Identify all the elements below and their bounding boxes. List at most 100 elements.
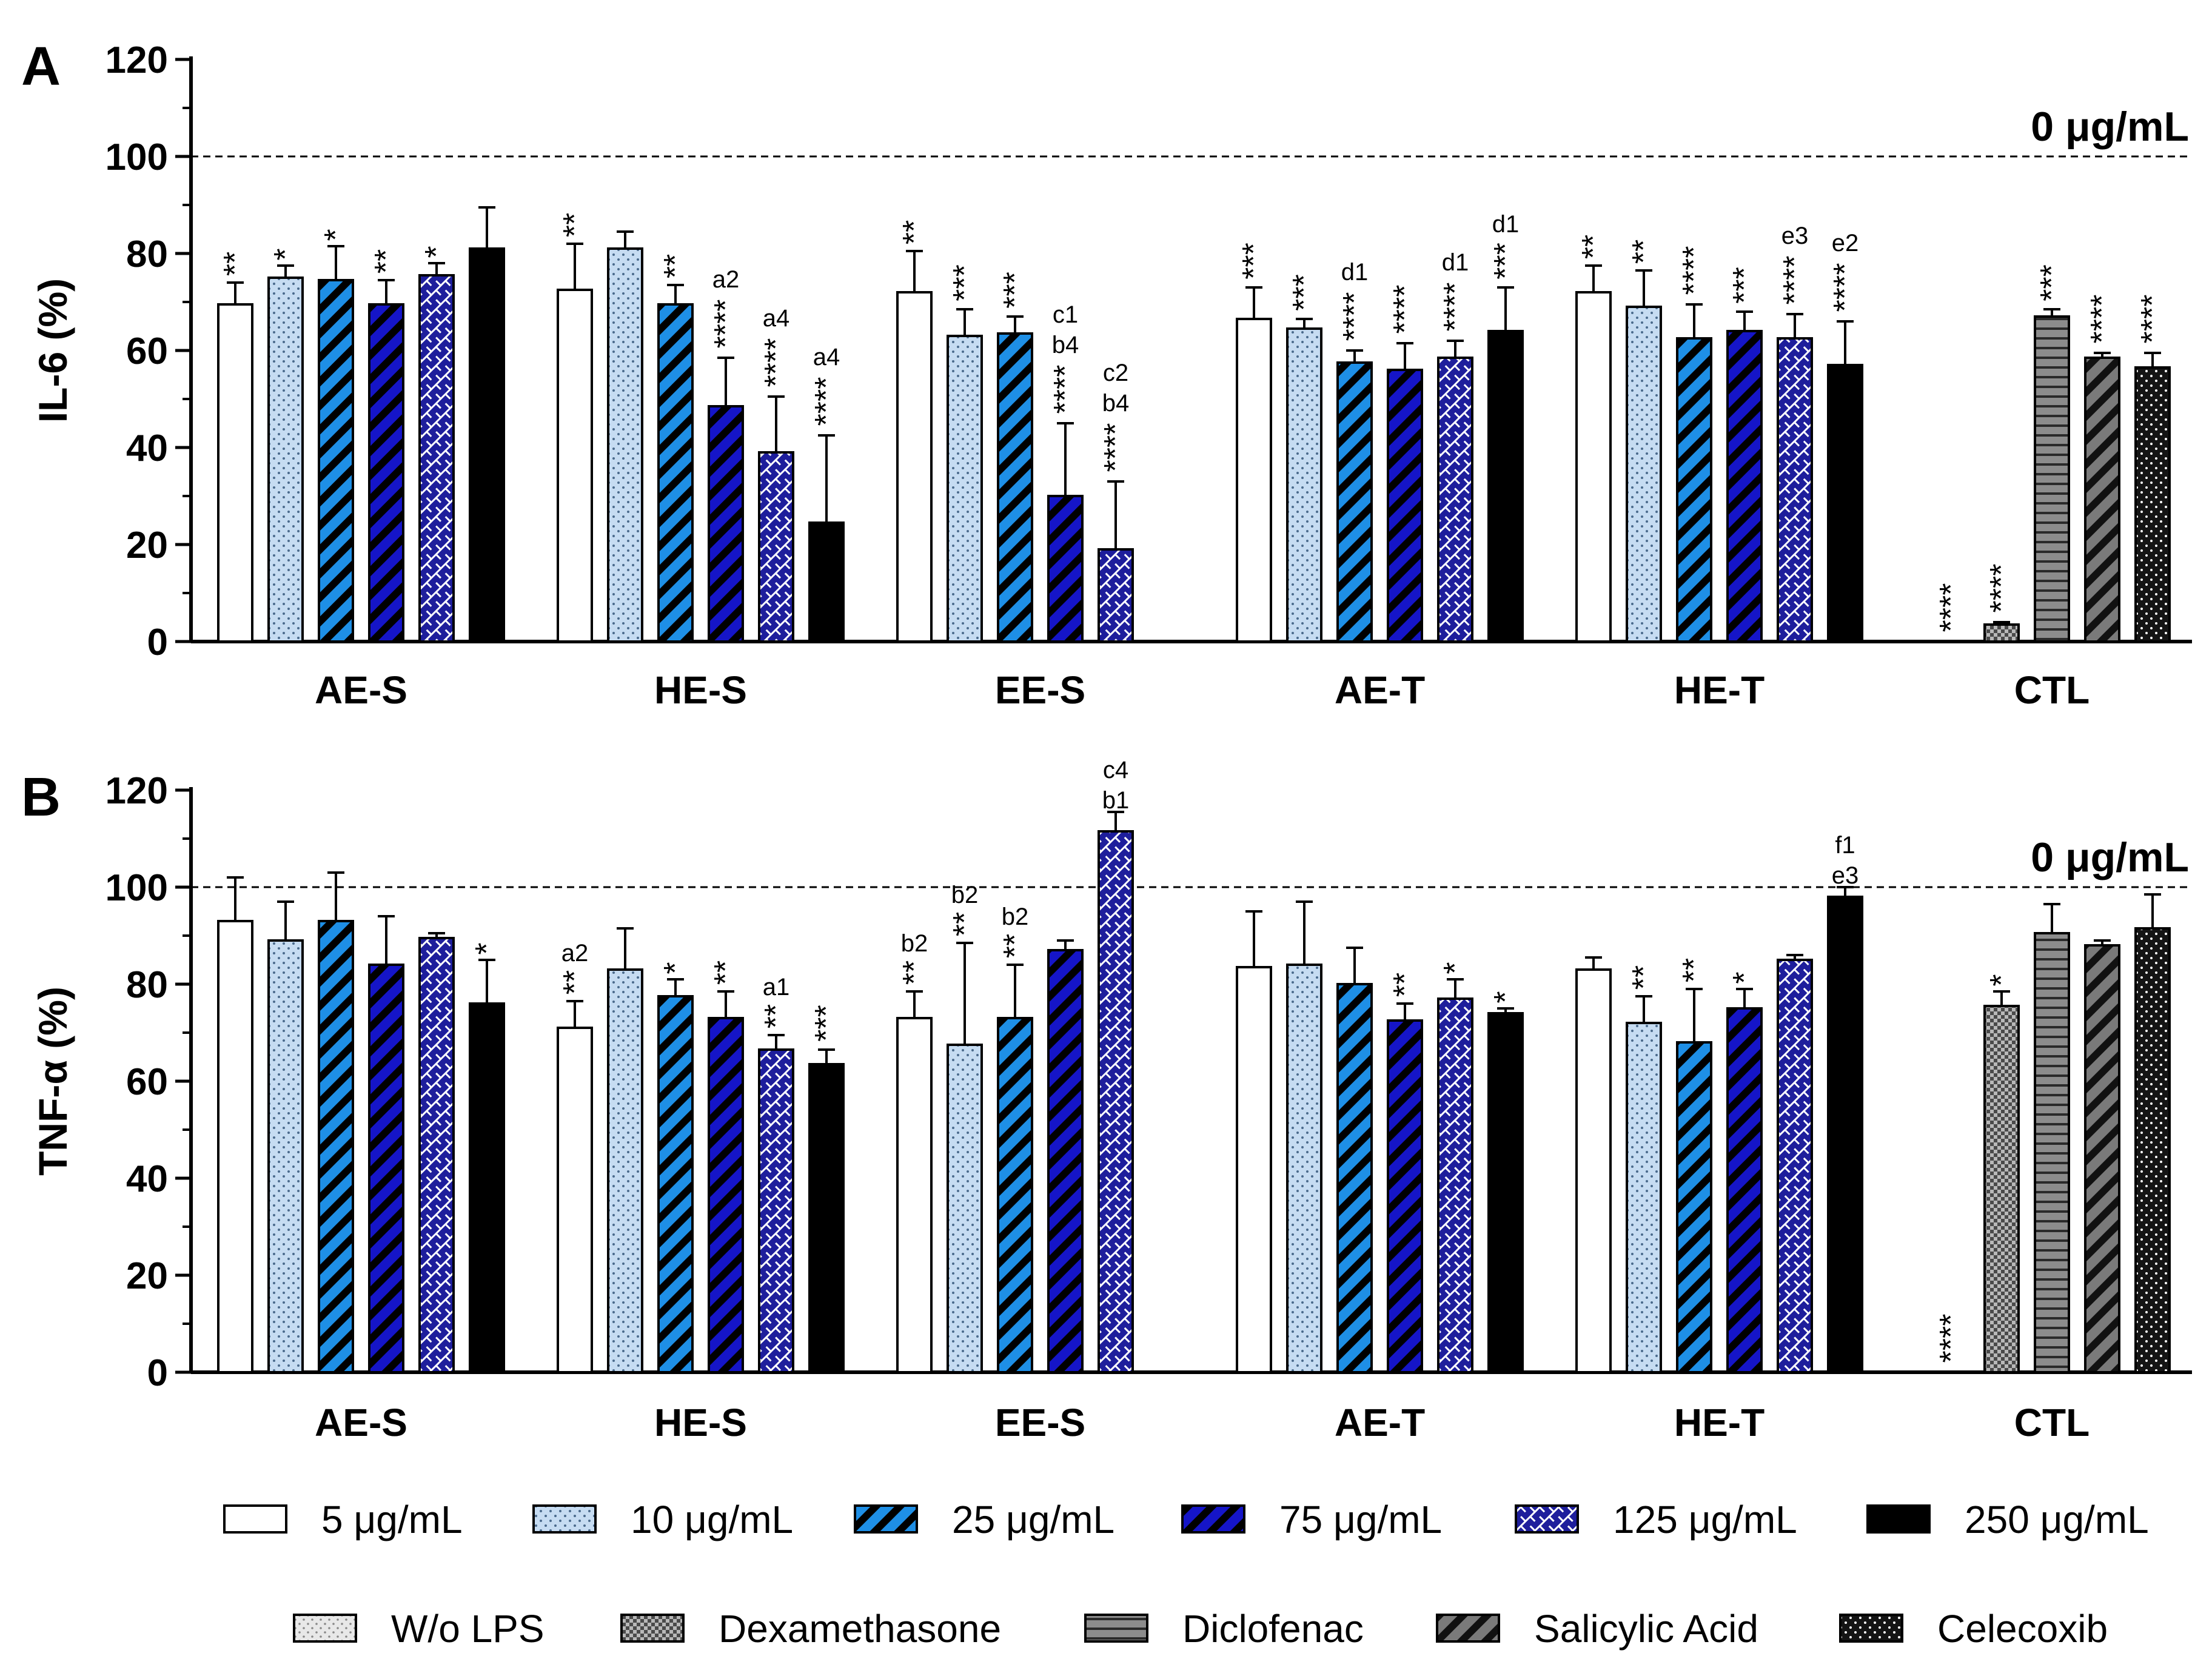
legend-swatch-celecoxib xyxy=(1839,1614,1903,1643)
legend-swatch-diclofenac xyxy=(1084,1614,1148,1643)
y-tick-label: 100 xyxy=(106,136,168,178)
bar-ae-s-75-ug-ml xyxy=(368,964,404,1373)
bar-ae-t-5-ug-ml xyxy=(1236,318,1272,643)
bar-he-s-25-ug-ml-significance-stars: ** xyxy=(658,254,693,278)
group-label-he-s: HE-S xyxy=(654,1401,747,1444)
bar-he-t-75-ug-ml xyxy=(1726,1007,1763,1373)
bar-he-t-25-ug-ml xyxy=(1676,337,1712,643)
y-tick-label: 120 xyxy=(106,770,168,812)
y-tick-label: 0 xyxy=(147,1352,168,1394)
bar-he-s-75-ug-ml-significance-stars: **** xyxy=(708,300,743,349)
bar-ae-t-250-ug-ml xyxy=(1487,1012,1524,1373)
bar-he-t-25-ug-ml-significance-stars: **** xyxy=(1677,246,1712,295)
legend-label-dexamethasone: Dexamethasone xyxy=(719,1607,1001,1651)
legend-label-25-ug-ml: 25 μg/mL xyxy=(952,1498,1114,1541)
bar-ee-s-125-ug-ml-significance-stars: **** xyxy=(1098,423,1133,472)
y-tick-label: 80 xyxy=(126,233,168,275)
bar-ctl-salicylic-acid xyxy=(2084,357,2120,643)
bar-ee-s-125-ug-ml-letter-annotation: b1 xyxy=(1102,787,1130,814)
bar-ctl-salicylic-acid xyxy=(2084,944,2120,1373)
bar-ctl-celecoxib xyxy=(2134,927,2171,1373)
bar-ae-t-250-ug-ml-significance-stars: *** xyxy=(1488,243,1523,280)
bar-ae-t-125-ug-ml xyxy=(1437,997,1473,1373)
legend-swatch-10-ug-ml xyxy=(532,1504,597,1534)
bar-ae-t-125-ug-ml xyxy=(1437,357,1473,643)
bar-he-t-5-ug-ml xyxy=(1575,968,1612,1373)
bar-ae-s-25-ug-ml xyxy=(318,920,354,1373)
bar-ae-s-5-ug-ml xyxy=(217,920,253,1373)
bar-ee-s-10-ug-ml-letter-annotation: b2 xyxy=(951,882,979,908)
bar-ctl-w-o-lps-significance-stars: **** xyxy=(1934,583,1969,632)
bar-ae-s-10-ug-ml-significance-stars: * xyxy=(268,248,303,260)
y-tick-label: 0 xyxy=(147,622,168,663)
bar-he-t-5-ug-ml-significance-stars: ** xyxy=(1576,235,1611,259)
reference-line-label: 0 μg/mL xyxy=(2031,104,2189,150)
bar-ae-t-25-ug-ml xyxy=(1336,983,1373,1373)
bar-ctl-dexamethasone xyxy=(1983,623,2020,643)
bar-he-s-250-ug-ml xyxy=(808,521,845,643)
bar-ee-s-5-ug-ml-significance-stars: ** xyxy=(897,961,932,985)
legend-label-celecoxib: Celecoxib xyxy=(1937,1607,2108,1651)
legend-swatch-dexamethasone xyxy=(620,1614,685,1643)
legend-label-250-ug-ml: 250 μg/mL xyxy=(1965,1498,2149,1541)
bar-he-t-250-ug-ml-letter-annotation: e3 xyxy=(1832,862,1859,889)
bar-ee-s-75-ug-ml-letter-annotation: c1 xyxy=(1053,301,1078,328)
panel-label-a: A xyxy=(21,36,61,97)
y-axis-label: IL-6 (%) xyxy=(30,278,75,423)
bar-he-t-10-ug-ml xyxy=(1626,306,1662,643)
y-tick-label: 40 xyxy=(126,427,168,469)
bar-he-s-5-ug-ml xyxy=(557,1027,593,1373)
bar-ee-s-125-ug-ml xyxy=(1098,830,1134,1373)
bar-he-s-10-ug-ml xyxy=(607,247,643,643)
bar-ae-t-250-ug-ml-letter-annotation: d1 xyxy=(1492,211,1520,238)
bar-he-t-10-ug-ml-significance-stars: ** xyxy=(1626,965,1661,990)
bar-ee-s-10-ug-ml-significance-stars: *** xyxy=(947,264,982,301)
bar-ae-t-25-ug-ml xyxy=(1336,361,1373,643)
bar-he-s-125-ug-ml-significance-stars: **** xyxy=(759,338,794,387)
y-tick-label: 100 xyxy=(106,867,168,909)
bar-ae-s-75-ug-ml-significance-stars: ** xyxy=(369,249,404,273)
bar-ae-t-5-ug-ml-significance-stars: *** xyxy=(1236,243,1272,280)
bar-ee-s-5-ug-ml xyxy=(896,1017,933,1373)
bar-he-s-125-ug-ml xyxy=(758,1048,794,1373)
bar-he-s-125-ug-ml-letter-annotation: a1 xyxy=(763,974,790,1001)
bar-ae-t-10-ug-ml xyxy=(1286,964,1322,1373)
bar-ae-s-25-ug-ml xyxy=(318,279,354,643)
bar-he-s-10-ug-ml xyxy=(607,968,643,1373)
group-label-he-s: HE-S xyxy=(654,668,747,712)
group-label-ee-s: EE-S xyxy=(995,668,1085,712)
bar-ae-t-25-ug-ml-significance-stars: **** xyxy=(1337,292,1372,341)
bar-he-t-125-ug-ml xyxy=(1777,337,1813,643)
bar-ae-s-250-ug-ml xyxy=(469,1002,505,1373)
legend-swatch-w-o-lps xyxy=(293,1614,357,1643)
bar-he-s-5-ug-ml-significance-stars: ** xyxy=(557,213,592,237)
y-axis-label: TNF-α (%) xyxy=(30,987,75,1176)
legend-swatch-salicylic-acid xyxy=(1436,1614,1500,1643)
y-tick-label: 20 xyxy=(126,525,168,566)
bar-ae-s-250-ug-ml xyxy=(469,247,505,643)
bar-ctl-w-o-lps-significance-stars: **** xyxy=(1934,1314,1969,1363)
bar-he-t-125-ug-ml xyxy=(1777,959,1813,1373)
bar-ae-t-125-ug-ml-significance-stars: * xyxy=(1438,962,1473,974)
bar-he-s-25-ug-ml-significance-stars: * xyxy=(658,962,693,974)
legend-label-125-ug-ml: 125 μg/mL xyxy=(1613,1498,1797,1541)
bar-he-s-125-ug-ml-letter-annotation: a4 xyxy=(763,305,790,332)
legend-label-w-o-lps: W/o LPS xyxy=(391,1607,545,1651)
bar-he-s-5-ug-ml-significance-stars: ** xyxy=(557,970,592,994)
bar-ae-t-5-ug-ml xyxy=(1236,966,1272,1373)
bar-he-t-10-ug-ml-significance-stars: ** xyxy=(1626,240,1661,264)
bar-ae-s-10-ug-ml xyxy=(267,277,304,643)
y-tick-label: 20 xyxy=(126,1255,168,1297)
bar-he-s-250-ug-ml-letter-annotation: a4 xyxy=(813,344,840,370)
bar-ee-s-10-ug-ml xyxy=(947,335,983,643)
legend-swatch-75-ug-ml xyxy=(1181,1504,1245,1534)
bar-he-s-125-ug-ml xyxy=(758,451,794,643)
bar-he-s-125-ug-ml-significance-stars: ** xyxy=(759,1004,794,1028)
bar-ctl-dexamethasone-significance-stars: **** xyxy=(1984,564,2019,613)
bar-ae-s-125-ug-ml-significance-stars: * xyxy=(419,246,454,258)
group-label-ctl: CTL xyxy=(2014,668,2090,712)
bar-he-t-250-ug-ml-letter-annotation: e2 xyxy=(1832,230,1859,256)
